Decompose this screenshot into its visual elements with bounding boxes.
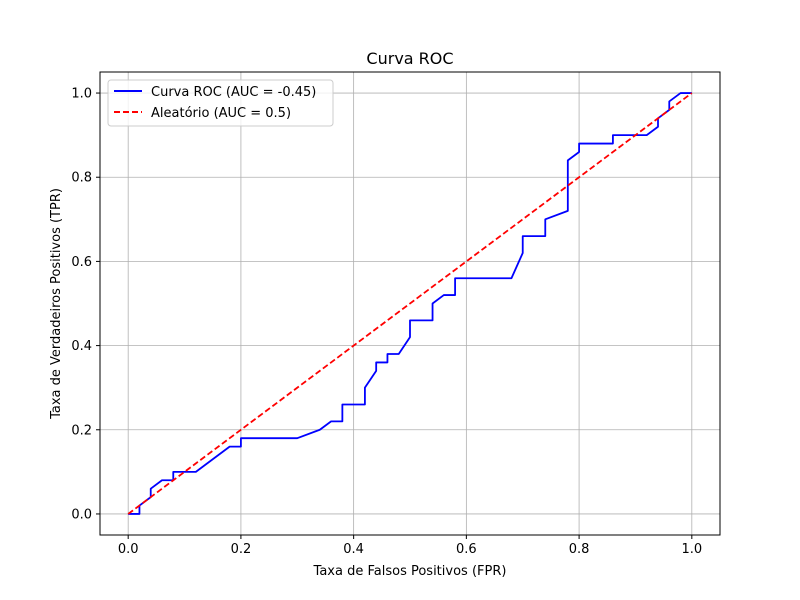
- y-tick-label: 0.6: [71, 255, 92, 270]
- random-baseline-line: [127, 92, 693, 515]
- legend-label-random: Aleatório (AUC = 0.5): [151, 106, 291, 121]
- y-tick-label: 0.4: [71, 339, 92, 354]
- legend-box: [107, 79, 334, 127]
- x-tick-label: 0.0: [118, 542, 139, 557]
- x-tick-label: 0.8: [569, 542, 590, 557]
- y-tick-label: 0.2: [71, 423, 92, 438]
- x-tick-label: 1.0: [681, 542, 702, 557]
- legend-label-roc: Curva ROC (AUC = -0.45): [151, 85, 316, 100]
- legend: Curva ROC (AUC = -0.45) Aleatório (AUC =…: [107, 79, 334, 127]
- y-tick-label: 1.0: [71, 87, 92, 102]
- roc-curve-line: [128, 92, 692, 515]
- x-tick-label: 0.4: [343, 542, 364, 557]
- x-tick-label: 0.6: [456, 542, 477, 557]
- series-layer: [127, 92, 693, 515]
- ticks: 0.0 0.2 0.4 0.6 0.8 1.0 0.0 0.2 0.4 0.6 0.8 1.0: [71, 87, 702, 557]
- x-tick-label: 0.2: [231, 542, 252, 557]
- chart-title: Curva ROC: [366, 49, 453, 68]
- x-axis-label: Taxa de Falsos Positivos (FPR): [313, 564, 507, 579]
- axes-frame: [99, 71, 721, 536]
- y-tick-label: 0.0: [71, 507, 92, 522]
- y-axis-label: Taxa de Verdadeiros Positivos (TPR): [49, 188, 64, 420]
- y-tick-label: 0.8: [71, 171, 92, 186]
